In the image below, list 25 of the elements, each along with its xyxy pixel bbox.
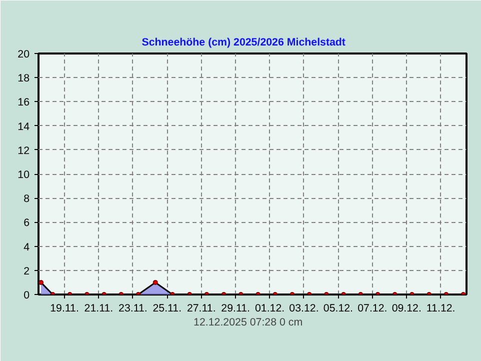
x-tick-label: 01.12. xyxy=(254,302,285,314)
y-tick-label: 16 xyxy=(18,96,30,109)
x-tick-label: 19.11. xyxy=(50,302,79,314)
x-tick-label: 29.11. xyxy=(221,302,250,314)
y-tick-label: 12 xyxy=(18,144,30,157)
x-tick-label: 23.11. xyxy=(118,302,148,314)
x-tick-label: 25.11. xyxy=(152,302,182,314)
y-tick-label: 6 xyxy=(24,217,30,230)
x-tick-label: 11.12. xyxy=(426,302,456,314)
x-tick-label: 03.12. xyxy=(289,302,319,314)
text: 12.12.2025 07:28 0 cm xyxy=(194,316,303,328)
x-tick-label: 05.12. xyxy=(323,302,354,314)
y-tick-label: 4 xyxy=(24,241,30,254)
y-tick-label: 8 xyxy=(24,193,30,206)
x-tick-label: 07.12. xyxy=(358,302,388,314)
x-tick-label: 27.11. xyxy=(186,302,216,314)
x-tick-label: 21.11. xyxy=(84,302,114,314)
y-tick-label: 0 xyxy=(24,290,30,302)
chart-title: Schneehöhe (cm) 2025/2026 Michelstadt xyxy=(142,36,346,48)
y-tick-label: 18 xyxy=(18,72,30,85)
y-tick-label: 14 xyxy=(18,120,30,133)
y-tick-label: 2 xyxy=(24,265,30,278)
x-tick-label: 09.12. xyxy=(392,302,422,314)
y-tick-label: 20 xyxy=(18,48,30,60)
y-tick-label: 10 xyxy=(18,169,30,181)
